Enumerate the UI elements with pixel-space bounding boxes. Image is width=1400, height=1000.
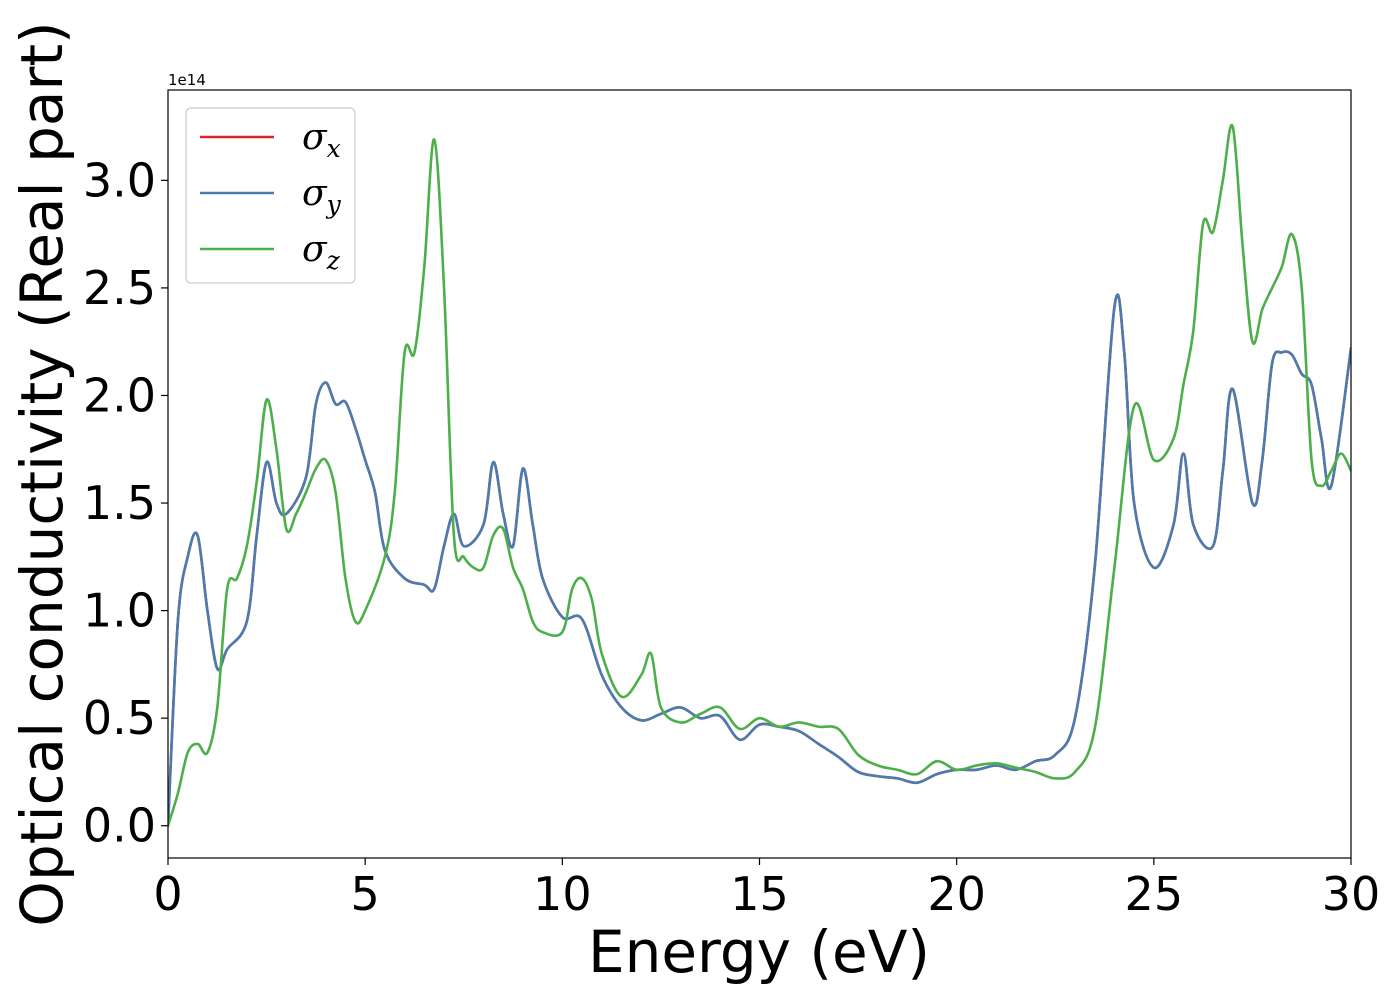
y-tick-label: 2.5 bbox=[83, 261, 156, 315]
legend-label-z: σz bbox=[302, 229, 341, 275]
x-tick-label: 5 bbox=[351, 867, 380, 921]
y-tick-label: 1.5 bbox=[83, 476, 156, 530]
legend-label-y: σy bbox=[302, 173, 342, 219]
y-tick-label: 2.0 bbox=[83, 368, 156, 422]
y-axis-ticks: 0.0 0.5 1.0 1.5 2.0 2.5 3.0 bbox=[83, 153, 168, 853]
series-line-y bbox=[168, 293, 1351, 828]
legend: σx σy σz bbox=[185, 107, 356, 284]
x-tick-label: 30 bbox=[1322, 867, 1381, 921]
x-tick-label: 20 bbox=[927, 867, 986, 921]
x-axis-ticks: 0 5 10 15 20 25 30 bbox=[153, 858, 1380, 921]
y-axis-label: Optical conductivity (Real part) bbox=[8, 21, 76, 926]
series-line-z bbox=[168, 123, 1351, 828]
x-tick-label: 15 bbox=[730, 867, 789, 921]
y-tick-label: 0.5 bbox=[83, 691, 156, 745]
x-tick-label: 0 bbox=[153, 867, 182, 921]
x-tick-label: 25 bbox=[1125, 867, 1184, 921]
legend-label-x: σx bbox=[302, 117, 341, 163]
x-axis-label: Energy (eV) bbox=[588, 918, 930, 986]
y-offset-text: 1e14 bbox=[168, 71, 206, 89]
plot-lines bbox=[168, 123, 1351, 828]
y-tick-label: 1.0 bbox=[83, 584, 156, 638]
x-tick-label: 10 bbox=[533, 867, 592, 921]
legend-box bbox=[185, 107, 356, 284]
y-tick-label: 3.0 bbox=[83, 153, 156, 207]
y-tick-label: 0.0 bbox=[83, 799, 156, 853]
